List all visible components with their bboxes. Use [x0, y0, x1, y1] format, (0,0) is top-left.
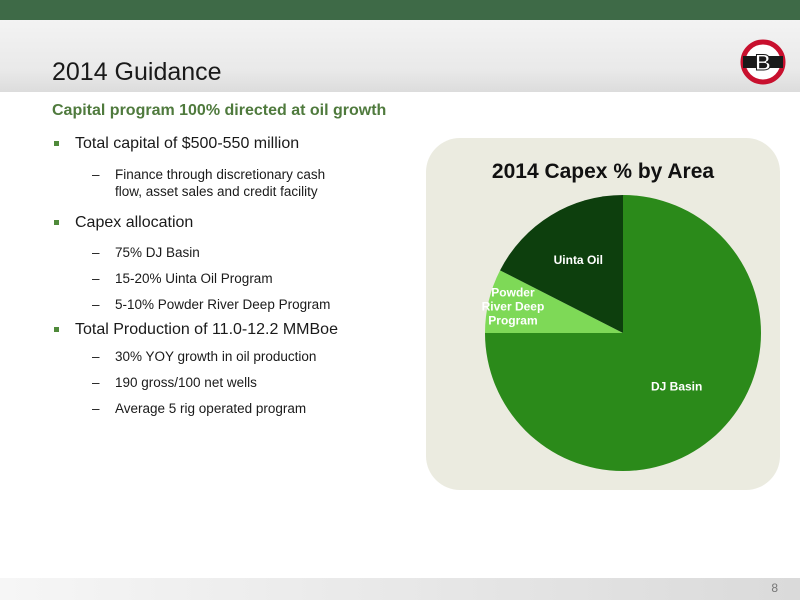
dash-icon: – — [92, 349, 100, 364]
bullet-square-icon — [54, 220, 59, 225]
sub-bullet-text-cont: flow, asset sales and credit facility — [115, 184, 318, 199]
sub-bullet-item: – 5-10% Powder River Deep Program — [52, 296, 422, 313]
sub-bullet-text: 190 gross/100 net wells — [115, 375, 257, 390]
company-logo: B — [740, 39, 786, 85]
bullet-item: Total capital of $500-550 million — [52, 134, 422, 154]
sub-bullet-text: 30% YOY growth in oil production — [115, 349, 317, 364]
dash-icon: – — [92, 271, 100, 286]
dash-icon: – — [92, 375, 100, 390]
sub-bullet-text: Average 5 rig operated program — [115, 401, 307, 416]
bottom-bar — [0, 578, 800, 600]
slice-label: Powder River Deep Program — [482, 286, 545, 328]
bullet-text: Capex allocation — [75, 214, 194, 231]
pie-chart: DJ Basin Powder River Deep Program Uinta Oil — [482, 195, 761, 471]
logo-letter: B — [755, 50, 771, 75]
bullet-square-icon — [54, 327, 59, 332]
bullet-list: Total capital of $500-550 million – Fina… — [52, 134, 422, 417]
bullet-square-icon — [54, 141, 59, 146]
pie-slice — [485, 270, 623, 333]
bullet-text: Total capital of $500-550 million — [75, 135, 300, 152]
dash-icon: – — [92, 401, 100, 416]
slice-label: Uinta Oil — [554, 253, 603, 267]
bullet-item: Total Production of 11.0-12.2 MMBoe — [52, 320, 422, 340]
dash-icon: – — [92, 297, 100, 312]
sub-bullet-text: 75% DJ Basin — [115, 245, 200, 260]
title-bar — [0, 20, 800, 92]
dash-icon: – — [92, 245, 100, 260]
page-number: 8 — [771, 581, 778, 595]
slice-label: DJ Basin — [651, 380, 702, 394]
bullet-text: Total Production of 11.0-12.2 MMBoe — [75, 321, 338, 338]
bullet-item: Capex allocation — [52, 213, 422, 233]
dash-icon: – — [92, 167, 100, 182]
pie-slice — [500, 195, 623, 333]
top-band — [0, 0, 800, 20]
chart-panel: 2014 Capex % by Area DJ Basin Powder River… — [426, 138, 780, 490]
sub-bullet-item: – 15-20% Uinta Oil Program — [52, 270, 422, 287]
sub-bullet-item: – 30% YOY growth in oil production — [52, 348, 422, 365]
sub-bullet-text: Finance through discretionary cash — [115, 167, 326, 182]
slide-subtitle: Capital program 100% directed at oil gro… — [52, 102, 387, 119]
sub-bullet-item: – 190 gross/100 net wells — [52, 374, 422, 391]
sub-bullet-text: 5-10% Powder River Deep Program — [115, 297, 331, 312]
sub-bullet-text: 15-20% Uinta Oil Program — [115, 271, 273, 286]
chart-title: 2014 Capex % by Area — [491, 160, 715, 183]
sub-bullet-item: – 75% DJ Basin — [52, 244, 422, 261]
sub-bullet-item: – Finance through discretionary cash flo… — [52, 166, 422, 200]
sub-bullet-item: – Average 5 rig operated program — [52, 400, 422, 417]
slide-title: 2014 Guidance — [52, 58, 222, 86]
